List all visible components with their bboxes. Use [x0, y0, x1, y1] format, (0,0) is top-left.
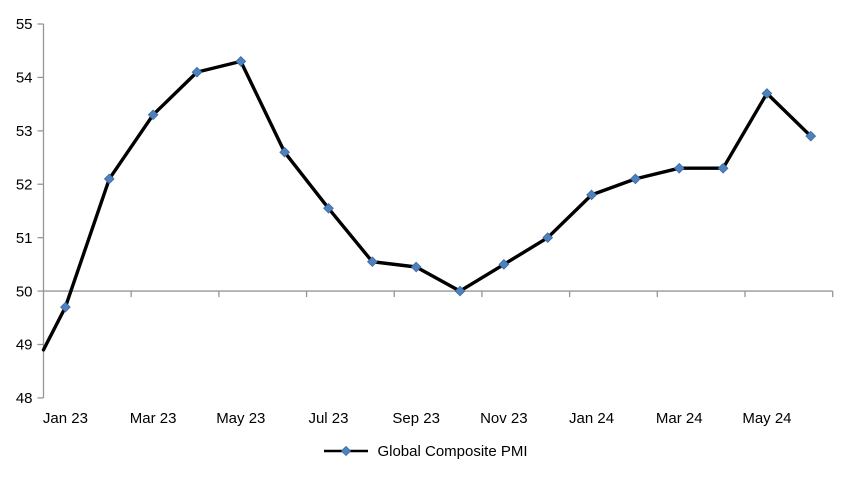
y-axis-tick-label: 51: [16, 230, 33, 247]
x-axis-tick-label: Sep 23: [392, 410, 440, 427]
x-axis-tick-label: Jan 24: [569, 410, 614, 427]
data-point-marker: [366, 256, 378, 268]
y-axis-tick-label: 53: [16, 123, 33, 140]
x-axis-tick-label: Nov 23: [480, 410, 528, 427]
x-axis-tick-label: Jul 23: [308, 410, 348, 427]
x-axis-tick-label: May 24: [742, 410, 791, 427]
y-axis-tick-label: 52: [16, 176, 33, 193]
legend-line-marker-icon: [324, 445, 369, 457]
data-point-marker: [630, 173, 641, 185]
data-point-marker: [454, 285, 466, 297]
data-point-marker: [498, 258, 510, 270]
y-axis-tick-label: 49: [16, 337, 33, 354]
data-point-marker: [410, 261, 422, 273]
data-point-marker: [103, 173, 115, 185]
data-point-marker: [147, 109, 159, 121]
data-point-marker: [191, 66, 203, 78]
series-line: [41, 59, 813, 352]
data-point-marker: [717, 162, 729, 174]
legend-label: Global Composite PMI: [377, 442, 528, 460]
y-axis-tick-label: 55: [16, 16, 33, 33]
data-point-marker: [279, 146, 291, 158]
data-point-marker: [235, 56, 247, 67]
data-point-marker: [805, 130, 817, 142]
legend: Global Composite PMI: [0, 439, 852, 463]
x-axis-tick-label: Jan 23: [43, 410, 88, 427]
x-axis-tick-label: May 23: [216, 410, 265, 427]
x-axis-tick-label: Mar 23: [130, 410, 177, 427]
data-point-marker: [542, 232, 554, 244]
y-axis-tick-label: 48: [16, 390, 33, 407]
x-axis-tick-label: Mar 24: [656, 410, 703, 427]
y-axis-tick-label: 54: [16, 70, 33, 87]
legend-marker-sample: [341, 445, 352, 457]
data-point-marker: [323, 202, 334, 214]
data-point-marker: [60, 301, 71, 313]
data-point-marker: [586, 189, 597, 201]
data-point-marker: [761, 88, 773, 99]
data-point-marker: [673, 162, 685, 174]
y-axis-tick-label: 50: [16, 283, 33, 300]
